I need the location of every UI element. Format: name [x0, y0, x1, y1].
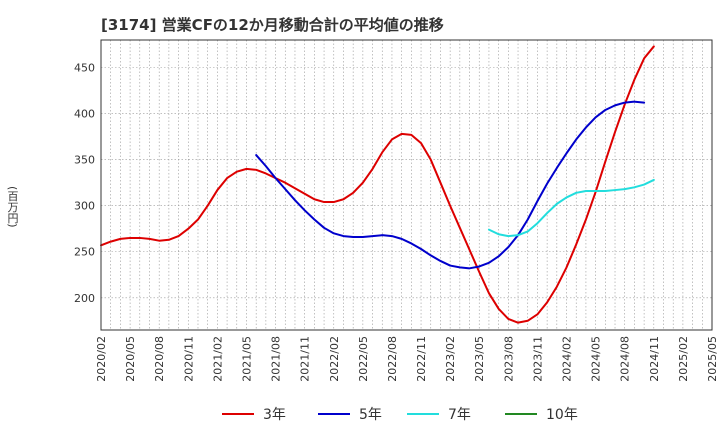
x-tick-label: 2025/05: [706, 336, 719, 382]
x-tick-label: 2023/11: [531, 336, 544, 382]
legend-label-2: 7年: [448, 407, 471, 423]
series-layer: [100, 45, 655, 324]
x-tick-label: 2023/08: [502, 336, 515, 382]
x-tick-label: 2020/05: [124, 336, 137, 382]
plot-border: [100, 39, 713, 331]
legend: 3年 5年 7年 10年: [222, 407, 578, 423]
y-tick-label: 450: [74, 62, 95, 75]
y-axis-label: (百万円): [6, 186, 19, 228]
x-tick-label: 2022/02: [328, 336, 341, 382]
x-tick-label: 2020/08: [153, 336, 166, 382]
y-tick-label: 300: [74, 200, 95, 213]
legend-label-0: 3年: [263, 407, 286, 423]
x-tick-label: 2023/05: [473, 336, 486, 382]
y-tick-label: 200: [74, 292, 95, 305]
y-tick-label: 400: [74, 108, 95, 121]
chart-title: [3174] 営業CFの12か月移動合計の平均値の推移: [101, 16, 444, 34]
x-tick-label: 2021/08: [270, 336, 283, 382]
legend-label-3: 10年: [546, 407, 578, 423]
x-tick-label: 2022/08: [386, 336, 399, 382]
series-line-1: [255, 100, 646, 270]
x-tick-labels: 2020/02 2020/05 2020/08 2020/11 2021/02 2021/…: [95, 336, 719, 382]
x-tick-label: 2022/11: [415, 336, 428, 382]
plot-frame: [100, 39, 713, 331]
plot-background: [101, 40, 712, 330]
x-tick-label: 2024/08: [619, 336, 632, 382]
grid-layer: [100, 40, 713, 330]
y-tick-label: 350: [74, 154, 95, 167]
x-tick-label: 2020/02: [95, 336, 108, 382]
x-tick-label: 2022/05: [357, 336, 370, 382]
x-tick-label: 2020/11: [182, 336, 195, 382]
series-line-0: [100, 45, 655, 324]
y-tick-labels: 200 250 300 350 400 450: [74, 62, 95, 305]
y-tick-label: 250: [74, 246, 95, 259]
x-tick-label: 2021/11: [299, 336, 312, 382]
x-tick-label: 2024/02: [561, 336, 574, 382]
x-tick-label: 2024/11: [648, 336, 661, 382]
legend-label-1: 5年: [359, 407, 382, 423]
x-tick-label: 2023/02: [444, 336, 457, 382]
x-tick-label: 2021/05: [240, 336, 253, 382]
series-line-2: [487, 178, 655, 238]
x-tick-label: 2024/05: [590, 336, 603, 382]
x-tick-label: 2025/02: [677, 336, 690, 382]
x-tick-label: 2021/02: [211, 336, 224, 382]
